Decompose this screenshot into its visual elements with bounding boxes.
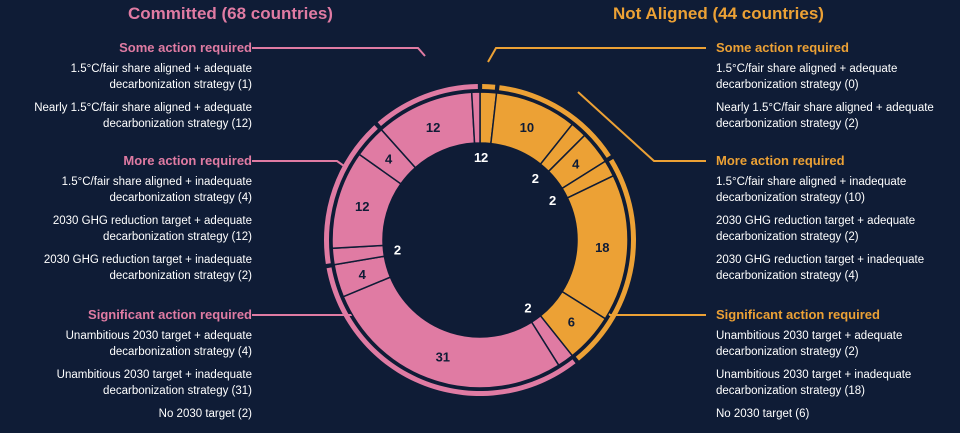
connector-lines bbox=[252, 47, 706, 316]
not-aligned-significant-action-group: Significant action required Unambitious … bbox=[716, 307, 956, 429]
legend-item: 1.5°C/fair share aligned + inadequate de… bbox=[716, 176, 907, 204]
committed-title: Committed (68 countries) bbox=[128, 4, 333, 23]
legend-item: Unambitious 2030 target + inadequate dec… bbox=[716, 369, 912, 397]
outer-group-arcs bbox=[324, 84, 636, 396]
legend-item: 2030 GHG reduction target + inadequate d… bbox=[716, 254, 925, 282]
committed-some-action-group: Some action required 1.5°C/fair share al… bbox=[0, 40, 252, 139]
legend-item: Nearly 1.5°C/fair share aligned + adequa… bbox=[34, 102, 252, 130]
legend-item: Nearly 1.5°C/fair share aligned + adequa… bbox=[716, 102, 934, 130]
slice-value-label: 2 bbox=[549, 193, 556, 208]
slice-value-label: 6 bbox=[568, 315, 575, 330]
outer-group-arc bbox=[326, 267, 576, 396]
legend-item: 1.5°C/fair share aligned + inadequate de… bbox=[61, 176, 252, 204]
legend-item: 1.5°C/fair share aligned + adequate deca… bbox=[716, 63, 898, 91]
slice-value-label: 4 bbox=[572, 157, 580, 172]
legend-item: Unambitious 2030 target + adequate decar… bbox=[716, 330, 903, 358]
group-heading: Significant action required bbox=[716, 307, 880, 322]
outer-group-arc bbox=[377, 84, 478, 127]
outer-group-arc bbox=[324, 125, 378, 264]
legend-item: Unambitious 2030 target + adequate decar… bbox=[65, 330, 252, 358]
legend-item: 2030 GHG reduction target + inadequate d… bbox=[43, 254, 252, 282]
not-aligned-some-action-group: Some action required 1.5°C/fair share al… bbox=[716, 40, 956, 139]
not-aligned-title: Not Aligned (44 countries) bbox=[613, 4, 824, 23]
legend-item: No 2030 target (6) bbox=[716, 408, 810, 420]
donut-slice bbox=[342, 276, 560, 389]
slice-value-label: 2 bbox=[524, 301, 531, 316]
legend-item: Unambitious 2030 target + inadequate dec… bbox=[56, 369, 252, 397]
slice-value-label: 12 bbox=[426, 120, 440, 135]
group-heading: More action required bbox=[123, 153, 252, 168]
connector-line bbox=[252, 160, 345, 167]
slice-value-label: 10 bbox=[520, 120, 534, 135]
slice-value-label: 1 bbox=[474, 150, 481, 165]
committed-significant-action-group: Significant action required Unambitious … bbox=[0, 307, 252, 429]
legend-item: 1.5°C/fair share aligned + adequate deca… bbox=[70, 63, 252, 91]
slice-value-label: 2 bbox=[532, 171, 539, 186]
connector-line bbox=[252, 47, 426, 57]
legend-item: No 2030 target (2) bbox=[158, 408, 252, 420]
slice-value-label: 12 bbox=[355, 199, 369, 214]
legend-item: 2030 GHG reduction target + adequate dec… bbox=[52, 215, 252, 243]
slice-value-label: 2 bbox=[481, 150, 488, 165]
group-heading: More action required bbox=[716, 153, 845, 168]
slice-labels: 2 10 2 4 2 18 6 2 31 4 2 12 4 12 1 bbox=[355, 120, 609, 365]
group-heading: Some action required bbox=[716, 40, 849, 55]
committed-more-action-group: More action required 1.5°C/fair share al… bbox=[0, 153, 252, 291]
slice-value-label: 18 bbox=[595, 240, 609, 255]
donut-slice bbox=[470, 91, 481, 144]
donut-slices bbox=[331, 91, 629, 389]
slice-value-label: 2 bbox=[394, 242, 401, 257]
connector-line bbox=[487, 47, 706, 63]
group-heading: Significant action required bbox=[88, 307, 252, 322]
group-heading: Some action required bbox=[119, 40, 252, 55]
outer-group-arc bbox=[482, 84, 496, 90]
slice-value-label: 31 bbox=[436, 350, 450, 365]
slice-value-label: 4 bbox=[385, 151, 393, 166]
not-aligned-more-action-group: More action required 1.5°C/fair share al… bbox=[716, 153, 956, 291]
legend-item: 2030 GHG reduction target + adequate dec… bbox=[716, 215, 916, 243]
slice-value-label: 4 bbox=[359, 267, 367, 282]
connector-line bbox=[577, 91, 706, 162]
